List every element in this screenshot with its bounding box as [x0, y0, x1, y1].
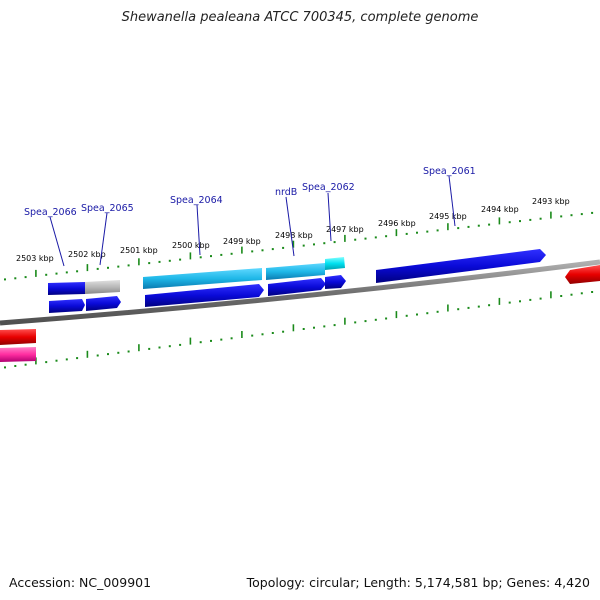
genome-backbone	[0, 259, 600, 326]
outer-tick-track	[4, 211, 594, 281]
gene-spea-2062[interactable]	[325, 257, 345, 270]
gene-labels: Spea_2066 Spea_2065 Spea_2064 nrdB Spea_…	[24, 166, 476, 218]
gene-lower-3[interactable]	[145, 284, 264, 307]
gene-lower-4[interactable]	[268, 278, 326, 296]
gene-spea-2064[interactable]	[143, 268, 262, 289]
scale-label: 2498 kbp	[275, 231, 313, 240]
gene-red-right[interactable]	[565, 265, 600, 284]
gene-red-left[interactable]	[0, 329, 36, 345]
gene-label-spea-2064[interactable]: Spea_2064	[170, 195, 223, 206]
gene-pink-left[interactable]	[0, 347, 36, 362]
gene-label-spea-2062[interactable]: Spea_2062	[302, 182, 355, 193]
scale-label: 2493 kbp	[532, 197, 570, 206]
scale-label: 2501 kbp	[120, 246, 158, 255]
scale-label: 2499 kbp	[223, 237, 261, 246]
gene-nrdb[interactable]	[266, 263, 325, 280]
gene-lower-5[interactable]	[325, 275, 346, 289]
scale-label: 2496 kbp	[378, 219, 416, 228]
gene-label-nrdb[interactable]: nrdB	[275, 187, 297, 198]
gene-lower-1[interactable]	[49, 299, 85, 313]
scale-label: 2497 kbp	[326, 225, 364, 234]
gene-label-spea-2065[interactable]: Spea_2065	[81, 203, 134, 214]
gene-label-leaders	[49, 175, 456, 267]
gene-features	[0, 249, 600, 362]
topology-text: Topology: circular; Length: 5,174,581 bp…	[246, 575, 590, 590]
scale-labels: 2503 kbp 2502 kbp 2501 kbp 2500 kbp 2499…	[16, 197, 570, 263]
gene-label-spea-2061[interactable]: Spea_2061	[423, 166, 476, 177]
scale-label: 2502 kbp	[68, 250, 106, 259]
gene-spea-2065[interactable]	[85, 280, 120, 294]
scale-label: 2503 kbp	[16, 254, 54, 263]
gene-spea-2066[interactable]	[48, 282, 85, 295]
inner-tick-track	[4, 291, 594, 369]
map-title: Shewanella pealeana ATCC 700345, complet…	[121, 10, 479, 25]
scale-label: 2500 kbp	[172, 241, 210, 250]
accession-text: Accession: NC_009901	[9, 575, 152, 590]
scale-label: 2494 kbp	[481, 205, 519, 214]
gene-label-spea-2066[interactable]: Spea_2066	[24, 207, 77, 218]
gene-spea-2061[interactable]	[376, 249, 546, 283]
gene-lower-2[interactable]	[86, 296, 121, 311]
scale-label: 2495 kbp	[429, 212, 467, 221]
